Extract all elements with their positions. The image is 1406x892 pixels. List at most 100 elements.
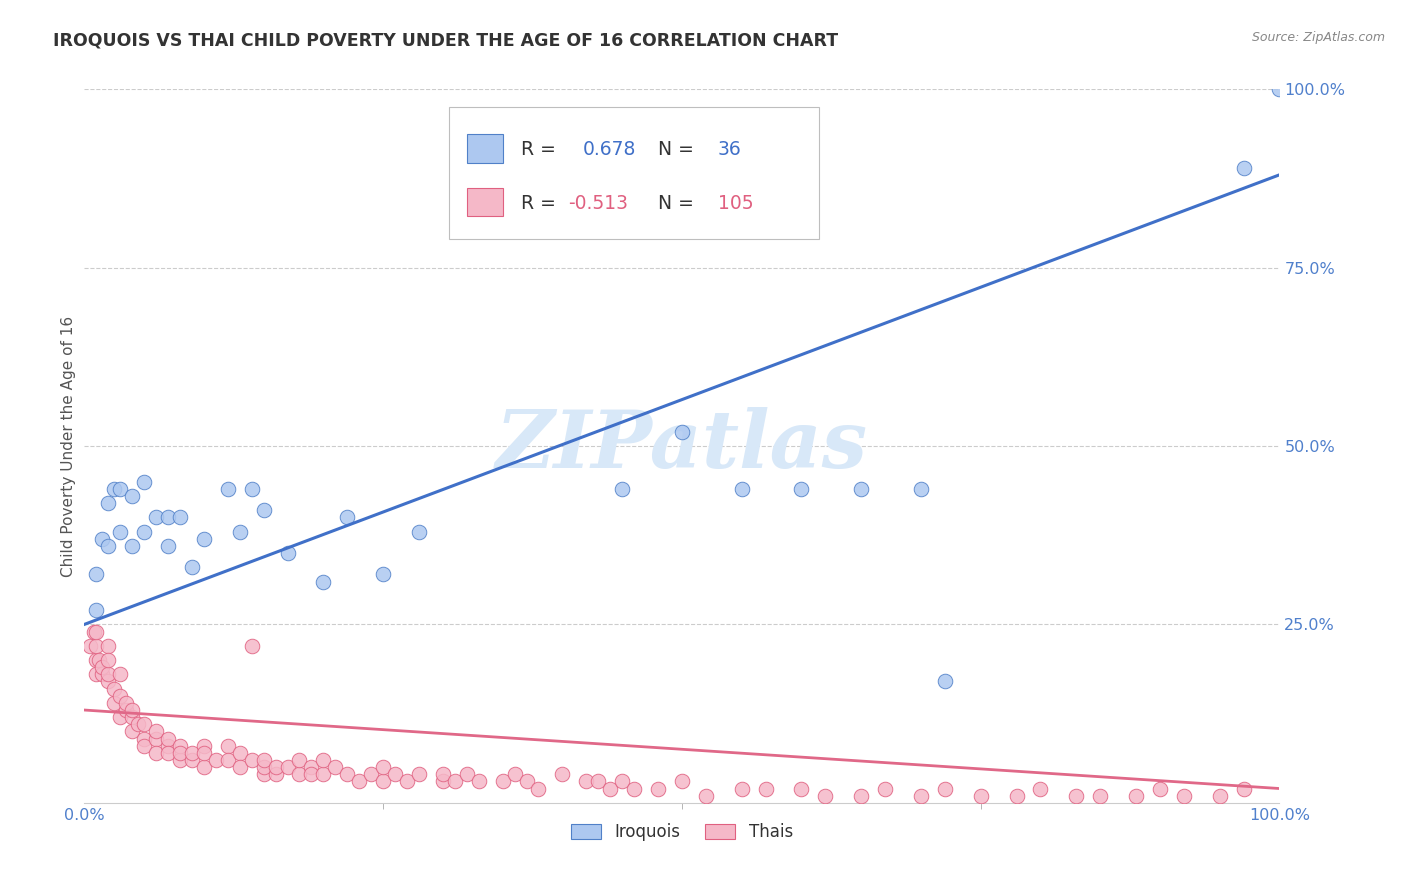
Point [612,482,634,496]
Point [86,567,108,582]
Text: Source: ZipAtlas.com: Source: ZipAtlas.com [1251,31,1385,45]
Point [253,760,276,774]
Point [157,510,180,524]
Point [86,667,108,681]
Point [790,482,813,496]
Point [288,767,311,781]
Point [612,774,634,789]
Point [312,767,335,781]
Point [121,489,143,503]
Point [1066,789,1088,803]
Point [1233,781,1256,796]
Point [264,767,287,781]
Y-axis label: Child Poverty Under the Age of 16: Child Poverty Under the Age of 16 [60,316,76,576]
Point [97,653,120,667]
Point [97,539,120,553]
Point [83,624,105,639]
Point [91,667,114,681]
Point [373,774,395,789]
Point [110,710,132,724]
Point [373,760,395,774]
Point [851,482,873,496]
Point [312,753,335,767]
Point [110,524,132,539]
Point [193,739,215,753]
Legend: Iroquois, Thais: Iroquois, Thais [564,817,800,848]
Point [115,703,138,717]
Point [1090,789,1112,803]
Point [145,746,167,760]
Point [97,496,120,510]
Point [301,760,323,774]
Point [132,475,156,489]
Point [181,746,204,760]
Point [86,624,108,639]
Point [103,482,125,496]
Point [970,789,993,803]
Point [132,524,156,539]
Point [229,746,252,760]
Text: 0.678: 0.678 [582,140,636,160]
Point [121,710,143,724]
Point [132,717,156,731]
Point [229,524,252,539]
Point [325,760,347,774]
Point [408,524,430,539]
FancyBboxPatch shape [449,107,820,239]
Point [110,667,132,681]
Point [551,767,574,781]
Point [432,767,454,781]
Point [169,753,191,767]
Point [86,603,108,617]
Point [277,546,299,560]
Text: 105: 105 [718,194,754,213]
Point [229,760,252,774]
Point [695,789,717,803]
Point [814,789,837,803]
Point [127,717,149,731]
Point [588,774,610,789]
Point [79,639,101,653]
Point [516,774,538,789]
Point [599,781,621,796]
Point [1005,789,1028,803]
Point [910,789,932,803]
Point [408,767,430,781]
Point [240,753,263,767]
Point [444,774,467,789]
Point [336,510,359,524]
Point [253,503,276,517]
Point [157,746,180,760]
FancyBboxPatch shape [467,134,503,162]
Point [432,774,454,789]
Point [349,774,371,789]
Point [468,774,491,789]
Point [277,760,299,774]
Text: N =: N = [658,140,700,160]
Point [623,781,645,796]
Point [301,767,323,781]
Point [336,767,359,781]
Point [169,746,191,760]
Point [312,574,335,589]
Point [132,731,156,746]
Point [790,781,813,796]
Point [169,739,191,753]
Point [373,567,395,582]
Point [264,760,287,774]
Point [86,653,108,667]
Point [110,689,132,703]
Point [731,781,754,796]
Point [193,532,215,546]
Point [240,482,263,496]
Point [193,760,215,774]
Point [145,510,167,524]
Point [1125,789,1147,803]
Point [1149,781,1171,796]
Point [851,789,873,803]
Point [86,639,108,653]
Point [217,753,239,767]
Point [575,774,598,789]
Point [181,753,204,767]
Text: -0.513: -0.513 [568,194,628,213]
